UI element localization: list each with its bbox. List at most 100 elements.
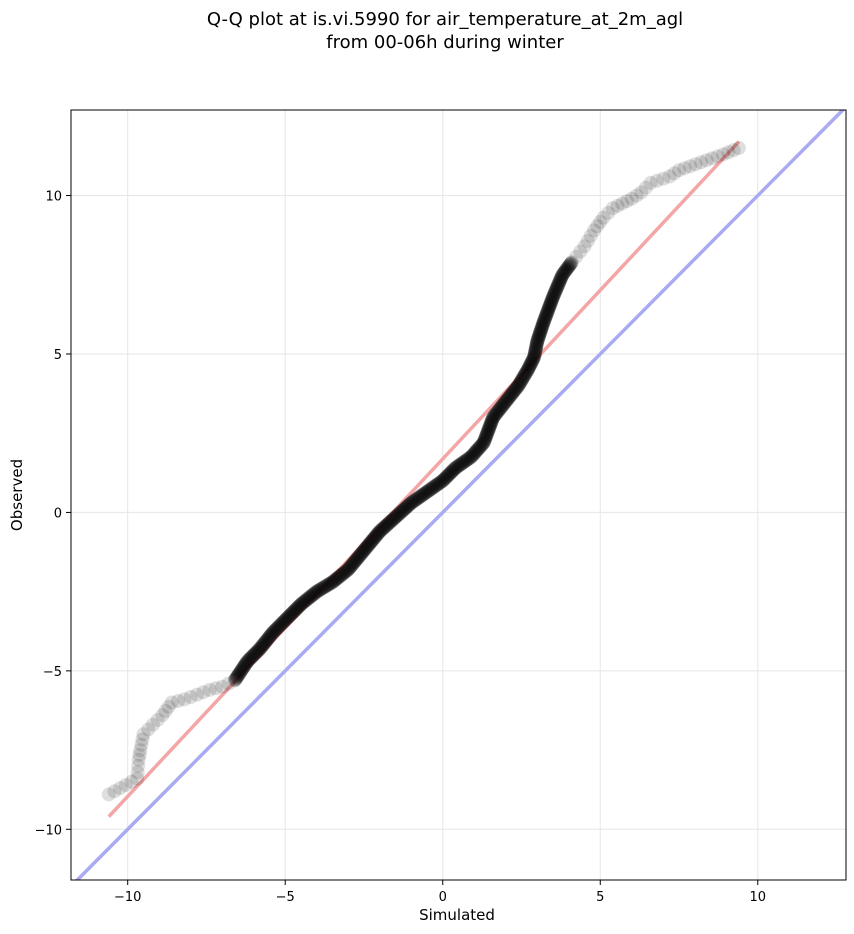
data-point <box>350 551 365 566</box>
data-point <box>523 356 538 371</box>
data-point <box>529 336 544 351</box>
data-point <box>376 521 391 536</box>
data-point <box>543 295 558 310</box>
data-point <box>309 584 324 599</box>
data-point <box>493 401 508 416</box>
data-point <box>601 205 616 220</box>
data-point <box>337 565 352 580</box>
data-point <box>253 641 268 656</box>
data-point <box>471 441 486 456</box>
data-point <box>371 525 386 540</box>
data-point <box>320 578 335 593</box>
data-point <box>556 265 571 280</box>
data-point <box>306 587 321 602</box>
data-point <box>255 638 270 653</box>
data-point <box>508 382 523 397</box>
data-point <box>525 354 540 369</box>
data-point <box>379 518 394 533</box>
data-point <box>465 448 480 463</box>
x-tick-label: 0 <box>439 890 447 905</box>
data-point <box>384 513 399 528</box>
data-point <box>396 503 411 518</box>
data-point <box>400 499 415 514</box>
data-point <box>378 518 393 533</box>
data-point <box>284 606 299 621</box>
data-point <box>530 333 545 348</box>
data-point <box>471 441 486 456</box>
data-point <box>132 747 147 762</box>
data-point <box>353 547 368 562</box>
data-point <box>437 472 452 487</box>
data-point <box>535 318 550 333</box>
data-point <box>615 196 630 211</box>
x-tick-label: −5 <box>276 890 295 905</box>
data-point <box>484 414 499 429</box>
data-point <box>541 303 556 318</box>
data-point <box>231 667 246 682</box>
data-point <box>177 692 192 707</box>
data-point <box>518 366 533 381</box>
data-point <box>489 406 504 421</box>
data-point <box>270 620 285 635</box>
data-point <box>503 388 518 403</box>
y-tick-label: −10 <box>35 823 62 838</box>
data-point <box>408 493 423 508</box>
data-point <box>276 614 291 629</box>
data-point <box>580 233 595 248</box>
data-point <box>313 582 328 597</box>
data-point <box>419 484 434 499</box>
data-point <box>246 648 261 663</box>
data-point <box>533 325 548 340</box>
data-point <box>131 752 146 767</box>
data-point <box>488 407 503 422</box>
axis-ticks: −10 −5 0 5 10 −10 −5 0 5 10 <box>35 190 766 905</box>
data-point <box>507 383 522 398</box>
data-point <box>208 681 223 696</box>
data-point <box>516 370 531 385</box>
data-point <box>252 642 267 657</box>
data-point <box>261 630 276 645</box>
data-point <box>452 458 467 473</box>
data-point <box>321 577 336 592</box>
data-point <box>389 509 404 524</box>
data-point <box>444 464 459 479</box>
data-point <box>230 669 245 684</box>
data-point <box>561 259 576 274</box>
data-point <box>450 459 465 474</box>
data-point <box>539 307 554 322</box>
data-point <box>237 658 252 673</box>
data-point <box>317 580 332 595</box>
data-point <box>464 449 479 464</box>
data-point <box>239 656 254 671</box>
data-point <box>551 277 566 292</box>
data-point <box>281 609 296 624</box>
data-point <box>383 514 398 529</box>
data-point <box>492 402 507 417</box>
data-point <box>395 503 410 518</box>
data-point <box>482 420 497 435</box>
data-point <box>380 517 395 532</box>
data-point <box>431 476 446 491</box>
data-point <box>544 294 559 309</box>
data-point <box>531 332 546 347</box>
data-point <box>550 279 565 294</box>
chart-title: Q-Q plot at is.vi.5990 for air_temperatu… <box>207 9 683 30</box>
data-point <box>495 398 510 413</box>
data-point <box>596 210 611 225</box>
data-point <box>269 621 284 636</box>
data-point <box>544 293 559 308</box>
data-point <box>505 386 520 401</box>
data-point <box>548 284 563 299</box>
data-point <box>520 363 535 378</box>
data-point <box>304 589 319 604</box>
data-point <box>324 575 339 590</box>
data-point <box>190 687 205 702</box>
data-point <box>449 460 464 475</box>
data-point <box>298 593 313 608</box>
data-point <box>409 492 424 507</box>
data-point <box>241 653 256 668</box>
data-point <box>480 424 495 439</box>
data-point <box>286 604 301 619</box>
data-point <box>483 418 498 433</box>
data-point <box>522 358 537 373</box>
